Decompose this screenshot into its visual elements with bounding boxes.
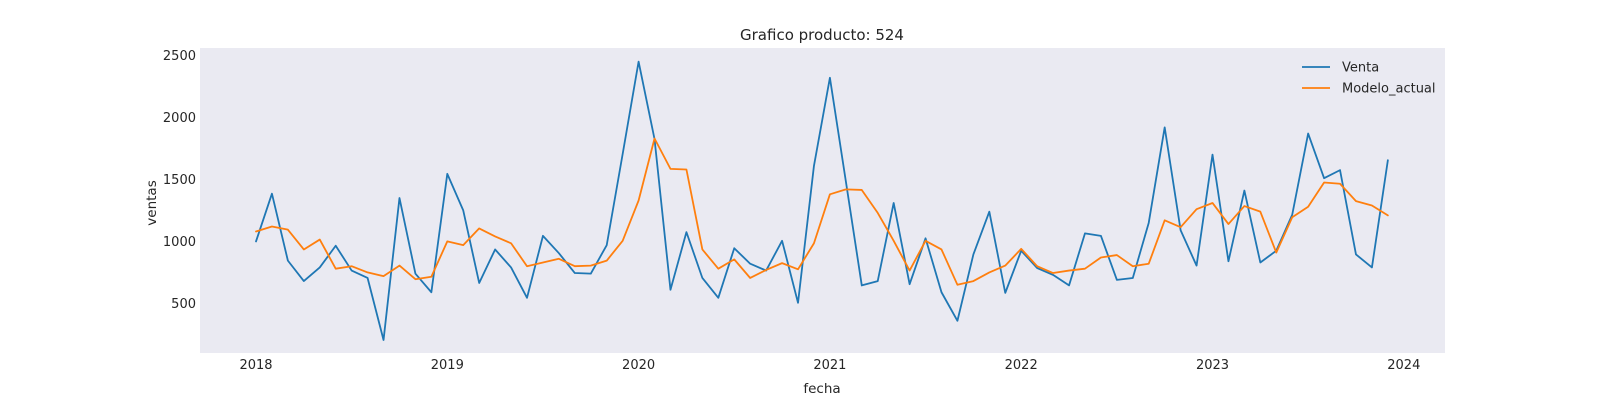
y-tick-label: 2500 (163, 49, 196, 64)
x-tick-label: 2021 (813, 358, 846, 373)
x-tick-label: 2023 (1196, 358, 1229, 373)
x-tick-label: 2019 (431, 358, 464, 373)
y-tick-label: 1500 (163, 173, 196, 188)
x-tick-label: 2024 (1387, 358, 1420, 373)
legend-label: Modelo_actual (1342, 82, 1436, 97)
x-axis-label: fecha (803, 381, 840, 397)
x-axis-ticks: 2018 2019 2020 2021 2022 2023 2024 (239, 358, 1420, 373)
y-tick-label: 500 (171, 297, 196, 312)
y-tick-label: 1000 (163, 235, 196, 250)
x-tick-label: 2018 (239, 358, 272, 373)
y-tick-label: 2000 (163, 111, 196, 126)
series-layer (255, 60, 1389, 341)
x-tick-label: 2020 (622, 358, 655, 373)
series-line-venta (255, 60, 1389, 341)
y-axis-ticks: 500 1000 1500 2000 2500 (163, 49, 196, 312)
plot-background (200, 48, 1445, 353)
legend-label: Venta (1342, 61, 1379, 76)
series-line-modelo-actual (255, 137, 1389, 286)
legend: Venta Modelo_actual (1302, 61, 1436, 97)
x-tick-label: 2022 (1005, 358, 1038, 373)
y-axis-label: ventas (144, 180, 160, 225)
chart-title: Grafico producto: 524 (740, 26, 904, 44)
